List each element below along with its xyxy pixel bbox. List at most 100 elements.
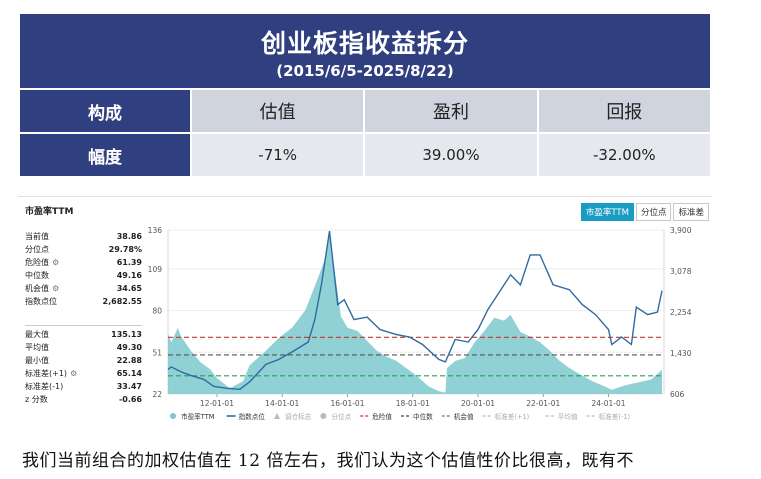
y-left-tick-label: 136 <box>148 226 163 235</box>
stats-list-top: 当前值 38.86 分位点 29.78% 危险值 ⚙ 61.39 中位数 49.16 机会值 ⚙ 34… <box>25 230 142 308</box>
stat-value: 61.39 <box>116 258 142 267</box>
stat-label: 指数点位 <box>25 295 57 308</box>
table-row-components: 构成 估值 盈利 回报 <box>20 90 710 132</box>
gear-icon[interactable]: ⚙ <box>70 369 78 378</box>
stat-row: 危险值 ⚙ 61.39 <box>25 256 142 269</box>
legend-item: 标准差(-1) <box>586 412 630 421</box>
legend-marker <box>274 413 280 419</box>
stat-label-text: 标准差(+1) <box>25 369 68 378</box>
y-left-tick-label: 51 <box>152 348 162 357</box>
stat-label-text: 最大值 <box>25 330 49 339</box>
stat-value: 29.78% <box>108 245 142 254</box>
stat-label-text: z 分数 <box>25 395 48 404</box>
stat-value: 33.47 <box>116 382 142 391</box>
x-tick-label: 22-01-01 <box>526 399 560 408</box>
legend-item: 平均值 <box>545 412 578 421</box>
series-line-index-level <box>167 230 663 391</box>
stat-label-text: 危险值 <box>25 258 49 267</box>
stat-value: 2,682.55 <box>102 297 142 306</box>
y-left-tick-label: 109 <box>148 265 163 274</box>
x-tick-label: 24-01-01 <box>592 399 626 408</box>
legend-item: 分位点 <box>320 412 352 421</box>
legend-item: 标准差(+1) <box>482 412 530 421</box>
legend-label: 市盈率TTM <box>181 412 215 421</box>
stat-row: 当前值 38.86 <box>25 230 142 243</box>
cell-valuation-change: -71% <box>192 134 364 176</box>
table-title: 创业板指收益拆分 <box>260 29 469 58</box>
stat-value: 34.65 <box>116 284 142 293</box>
column-header-earnings: 盈利 <box>365 90 537 132</box>
stat-label-text: 中位数 <box>25 271 49 280</box>
legend-item: 危险值 <box>360 412 392 421</box>
table-row-magnitude: 幅度 -71% 39.00% -32.00% <box>20 134 710 176</box>
table-subtitle: (2015/6/5-2025/8/22) <box>276 62 454 80</box>
column-header-return: 回报 <box>538 90 710 132</box>
stat-label-text: 分位点 <box>25 245 49 254</box>
legend-item: 调仓标志 <box>274 412 312 421</box>
stat-label-text: 当前值 <box>25 232 49 241</box>
x-tick-label: 14-01-01 <box>265 399 299 408</box>
stat-row: 最小值 22.88 <box>25 354 142 367</box>
stat-label: 中位数 <box>25 269 49 282</box>
stat-row: 最大值 135.13 <box>25 328 142 341</box>
y-right-tick-label: 606 <box>670 390 685 399</box>
stat-label-text: 平均值 <box>25 343 49 352</box>
legend-label: 分位点 <box>331 412 351 421</box>
stat-label: 平均值 <box>25 341 49 354</box>
y-right-tick-label: 2,254 <box>670 308 692 317</box>
stat-value: 135.13 <box>111 330 142 339</box>
stat-row: 标准差(-1) 33.47 <box>25 380 142 393</box>
stat-label-text: 最小值 <box>25 356 49 365</box>
x-tick-label: 12-01-01 <box>200 399 234 408</box>
legend-marker <box>320 413 327 419</box>
x-tick-label: 20-01-01 <box>461 399 495 408</box>
gear-icon[interactable]: ⚙ <box>52 284 60 293</box>
stat-value: -0.66 <box>118 395 142 404</box>
plot-frame <box>167 229 665 395</box>
stat-label-text: 机会值 <box>25 284 49 293</box>
return-breakdown-table: 创业板指收益拆分 (2015/6/5-2025/8/22) 构成 估值 盈利 回… <box>20 14 710 176</box>
pe-chart: 22 51 80 109 136 606 1,430 2,254 3,078 3,900 12-01… <box>148 226 692 421</box>
chart-mode-toggle: 市盈率TTM 分位点 标准差 <box>579 203 709 221</box>
stat-label: z 分数 <box>25 393 48 406</box>
stats-list-bottom: 最大值 135.13 平均值 49.30 最小值 22.88 标准差(+1) ⚙ 65.14 标准… <box>25 328 142 406</box>
y-left-tick-label: 80 <box>152 307 162 316</box>
stat-row: 平均值 49.30 <box>25 341 142 354</box>
stat-label-text: 标准差(-1) <box>25 382 64 391</box>
stat-value: 22.88 <box>116 356 142 365</box>
stat-label: 当前值 <box>25 230 49 243</box>
series-area-pe-ttm <box>168 232 663 394</box>
stat-label: 标准差(+1) ⚙ <box>25 367 77 380</box>
stat-label: 最大值 <box>25 328 49 341</box>
legend-label: 标准差(+1) <box>495 412 530 421</box>
legend-label: 平均值 <box>558 412 578 421</box>
stat-label-text: 指数点位 <box>25 297 57 306</box>
legend-marker <box>170 413 176 419</box>
stat-row: 中位数 49.16 <box>25 269 142 282</box>
legend-label: 指数点位 <box>239 412 266 421</box>
y-right-tick-label: 3,078 <box>670 267 692 276</box>
stat-value: 49.30 <box>116 343 142 352</box>
stat-label: 危险值 ⚙ <box>25 256 59 269</box>
stat-value: 38.86 <box>116 232 142 241</box>
stat-label: 最小值 <box>25 354 49 367</box>
row-header-magnitude: 幅度 <box>20 134 190 176</box>
mode-button-pe[interactable]: 市盈率TTM <box>580 203 634 221</box>
stat-value: 65.14 <box>116 369 142 378</box>
stat-row: z 分数 -0.66 <box>25 393 142 406</box>
legend-label: 机会值 <box>454 412 474 421</box>
stat-label: 分位点 <box>25 243 49 256</box>
mode-button-stddev[interactable]: 标准差 <box>673 203 709 221</box>
stat-label: 标准差(-1) <box>25 380 63 393</box>
stat-label: 机会值 ⚙ <box>25 282 59 295</box>
stat-row: 机会值 ⚙ 34.65 <box>25 282 142 295</box>
y-left-tick-label: 22 <box>152 390 162 399</box>
legend-item: 中位数 <box>401 412 433 421</box>
stat-value: 49.16 <box>116 271 142 280</box>
mode-button-percentile[interactable]: 分位点 <box>635 203 672 221</box>
gear-icon[interactable]: ⚙ <box>52 258 60 267</box>
stat-row: 指数点位 2,682.55 <box>25 295 142 308</box>
legend-label: 危险值 <box>372 412 392 421</box>
row-header-components: 构成 <box>20 90 190 132</box>
stat-row: 标准差(+1) ⚙ 65.14 <box>25 367 142 380</box>
